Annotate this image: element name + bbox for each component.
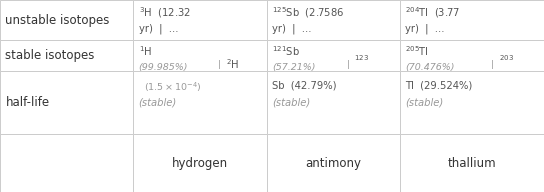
Text: $^{125}$Sb  (2.7586: $^{125}$Sb (2.7586 (272, 5, 344, 20)
Text: (70.476%): (70.476%) (405, 63, 455, 72)
Text: yr)  |  ...: yr) | ... (405, 24, 445, 35)
Bar (400, 40, 544, 71)
Text: $^{123}$: $^{123}$ (354, 56, 368, 66)
Text: $^{121}$Sb: $^{121}$Sb (272, 44, 300, 58)
Bar (133, 0, 267, 40)
Text: $^{3}$H  (12.32: $^{3}$H (12.32 (139, 5, 191, 20)
Text: $^{203}$: $^{203}$ (499, 56, 514, 66)
Text: yr)  |  ...: yr) | ... (139, 24, 178, 35)
Bar (133, 71, 267, 134)
Text: unstable isotopes: unstable isotopes (5, 14, 110, 27)
Text: $^{2}$H: $^{2}$H (226, 58, 239, 71)
Text: (stable): (stable) (272, 98, 310, 108)
Text: $^{204}$Tl  (3.77: $^{204}$Tl (3.77 (405, 5, 461, 20)
Text: $^{1}$H: $^{1}$H (139, 44, 152, 58)
Text: (stable): (stable) (405, 98, 443, 108)
Bar (400, 0, 544, 40)
Text: (57.21%): (57.21%) (272, 63, 316, 72)
Bar (267, 134, 400, 192)
Text: |: | (491, 60, 494, 69)
Bar (267, 0, 400, 40)
Text: Tl  (29.524%): Tl (29.524%) (405, 81, 473, 91)
Text: yr)  |  ...: yr) | ... (272, 24, 312, 35)
Text: hydrogen: hydrogen (172, 157, 228, 170)
Text: $^{205}$Tl: $^{205}$Tl (405, 44, 429, 58)
Text: antimony: antimony (305, 157, 361, 170)
Bar (400, 134, 544, 192)
Text: (stable): (stable) (139, 98, 177, 108)
Text: Sb  (42.79%): Sb (42.79%) (272, 81, 337, 91)
Text: $(1.5\times10^{-4})$: $(1.5\times10^{-4})$ (144, 81, 202, 94)
Bar (0, 40, 133, 71)
Bar (133, 40, 267, 71)
Bar (267, 40, 400, 71)
Text: |: | (347, 60, 350, 69)
Bar (267, 71, 400, 134)
Text: |: | (218, 60, 221, 69)
Bar (0, 0, 133, 40)
Bar (0, 134, 133, 192)
Text: thallium: thallium (448, 157, 496, 170)
Bar (400, 71, 544, 134)
Bar (0, 71, 133, 134)
Text: half-life: half-life (5, 96, 50, 109)
Text: (99.985%): (99.985%) (139, 63, 188, 72)
Text: stable isotopes: stable isotopes (5, 49, 95, 62)
Bar (133, 134, 267, 192)
